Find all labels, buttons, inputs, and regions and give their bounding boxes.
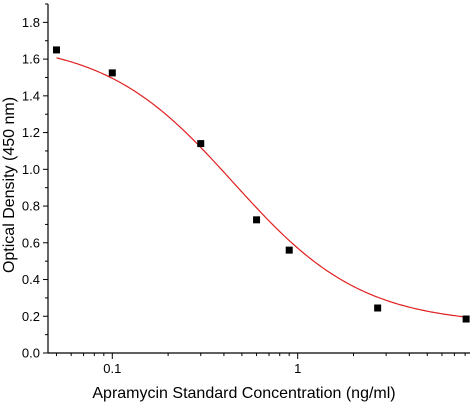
y-tick-label: 0.2	[22, 309, 40, 324]
points-layer	[52, 46, 470, 323]
x-tick-label: 0.1	[103, 361, 121, 376]
y-tick-label: 1.8	[22, 15, 40, 30]
y-tick-label: 0.0	[22, 346, 40, 361]
fit-curve-layer	[56, 57, 467, 318]
ticks-layer: 0.0 0.2 0.4 0.6 0.8 1.0 1.2 1.4 1.6 1.8 0.1 1	[22, 3, 466, 376]
data-point	[285, 246, 293, 254]
y-tick-label: 1.4	[22, 88, 40, 103]
y-axis-title: Optical Density (450 nm)	[1, 97, 18, 273]
data-point	[462, 315, 470, 323]
axes-layer	[47, 4, 470, 354]
x-tick-label: 1	[294, 361, 301, 376]
y-tick-label: 0.6	[22, 235, 40, 250]
y-tick-label: 0.4	[22, 272, 40, 287]
data-point	[374, 304, 382, 312]
x-axis-title: Apramycin Standard Concentration (ng/ml)	[92, 385, 395, 402]
fit-curve	[56, 57, 467, 318]
data-point	[52, 46, 60, 54]
y-tick-label: 1.6	[22, 52, 40, 67]
data-point	[253, 216, 261, 224]
y-tick-label: 0.8	[22, 199, 40, 214]
data-point	[197, 140, 205, 148]
data-point	[108, 69, 116, 77]
y-tick-label: 1.2	[22, 125, 40, 140]
y-tick-label: 1.0	[22, 162, 40, 177]
